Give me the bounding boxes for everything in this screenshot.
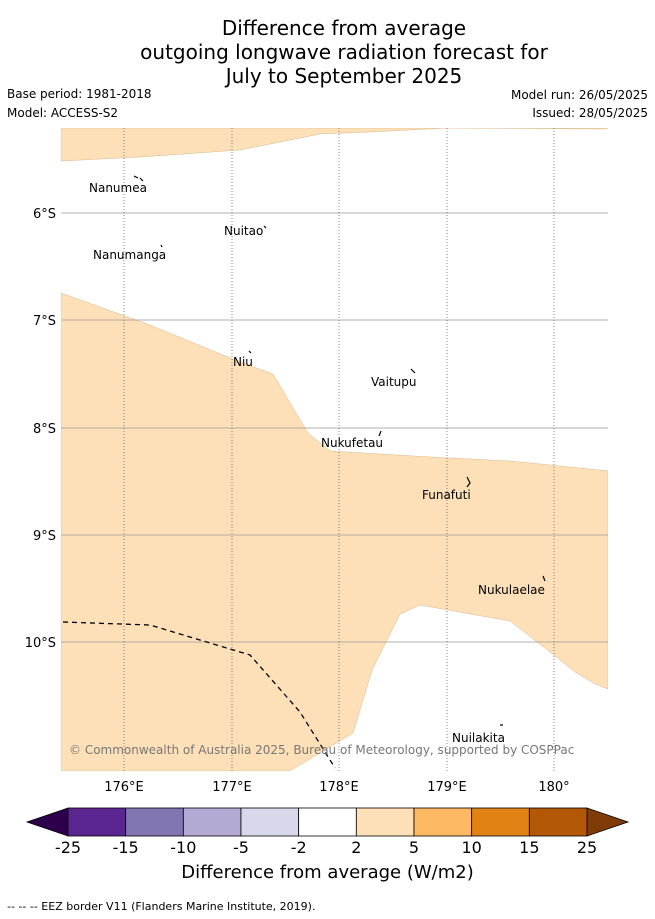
colorbar-segment: [182, 807, 242, 837]
title-line-2: outgoing longwave radiation forecast for: [140, 40, 548, 64]
colorbar-tick-label: 2: [351, 838, 361, 857]
lon-tick-179e: 179°E: [427, 780, 467, 795]
issued-date: Issued: 28/05/2025: [532, 106, 648, 120]
colorbar-over-arrow: [586, 807, 630, 837]
lat-tick-7s: 7°S: [33, 314, 56, 329]
colorbar-segment: [471, 807, 530, 837]
island-outlines: [133, 175, 546, 726]
lat-tick-9s: 9°S: [33, 529, 56, 544]
island-label-nanumea: Nanumea: [89, 181, 147, 195]
island-label-niu: Niu: [233, 355, 253, 369]
colorbar-tick-label: -15: [113, 838, 139, 857]
model-run: Model run: 26/05/2025: [510, 88, 648, 102]
eez-legend-note: -- -- -- EEZ border V11 (Flanders Marine…: [7, 900, 316, 913]
model-name: Model: ACCESS-S2: [7, 106, 119, 120]
colorbar-tick-label: -25: [55, 838, 81, 857]
island-label-funafuti: Funafuti: [422, 488, 471, 502]
colorbar-segment: [528, 807, 588, 837]
colorbar-tick-label: 10: [461, 838, 481, 857]
island-shape-vaitupu: [410, 368, 416, 374]
lon-tick-177e: 177°E: [212, 780, 252, 795]
island-label-nukulaelae: Nukulaelae: [478, 583, 545, 597]
lat-tick-10s: 10°S: [25, 636, 56, 651]
island-label-nuilakita: Nuilakita: [452, 731, 505, 745]
island-shape-funafuti: [466, 476, 471, 488]
island-label-nukufetau: Nukufetau: [321, 436, 383, 450]
base-period: Base period: 1981-2018: [7, 87, 152, 101]
colorbar-tick-label: 25: [577, 838, 597, 857]
island-shape-nanumea: [133, 175, 144, 182]
chart-title: Difference from average outgoing longwav…: [0, 16, 655, 88]
colorbar-segment: [240, 807, 300, 837]
island-label-nuitao: Nuitao: [224, 224, 263, 238]
title-line-1: Difference from average: [221, 16, 467, 40]
lat-tick-8s: 8°S: [33, 422, 56, 437]
colorbar-segment: [413, 807, 473, 837]
colorbar-tick-label: 5: [409, 838, 419, 857]
anomaly-region-main: [61, 292, 608, 771]
colorbar-segment: [67, 807, 127, 837]
colorbar-tick-label: 15: [519, 838, 539, 857]
lon-tick-178e: 178°E: [319, 780, 359, 795]
map-area: Nanumea Nuitao Nanumanga Niu Vaitupu Nuk…: [61, 128, 608, 771]
island-label-vaitupu: Vaitupu: [371, 375, 417, 389]
island-shape-nukulaelae: [542, 575, 546, 582]
colorbar-segment: [355, 807, 415, 837]
lon-tick-176e: 176°E: [104, 780, 144, 795]
eez-border: [62, 621, 336, 769]
island-shape-nukufetau: [378, 430, 382, 437]
colorbar-segment: [125, 807, 184, 837]
colorbar-under-arrow: [25, 807, 69, 837]
island-shape-nanumanga: [160, 244, 163, 248]
title-line-3: July to September 2025: [225, 64, 463, 88]
island-shape-niu: [248, 350, 252, 354]
colorbar-tick-label: -2: [291, 838, 307, 857]
colorbar-tick-label: -5: [233, 838, 249, 857]
island-shape-nuitao: [263, 225, 267, 229]
meridians: [123, 128, 555, 771]
anomaly-region-north: [61, 128, 608, 162]
lat-tick-6s: 6°S: [33, 207, 56, 222]
colorbar-title: Difference from average (W/m2): [181, 862, 474, 883]
colorbar-segment: [298, 807, 357, 837]
gridlines: [61, 212, 608, 643]
copyright-notice: © Commonwealth of Australia 2025, Bureau…: [69, 743, 574, 757]
island-label-nanumanga: Nanumanga: [93, 248, 166, 262]
colorbar-tick-label: -10: [170, 838, 196, 857]
lon-tick-180: 180°: [538, 780, 569, 795]
colorbar: -25 -15 -10 -5 -2 2 5 10 15 25: [25, 807, 630, 857]
